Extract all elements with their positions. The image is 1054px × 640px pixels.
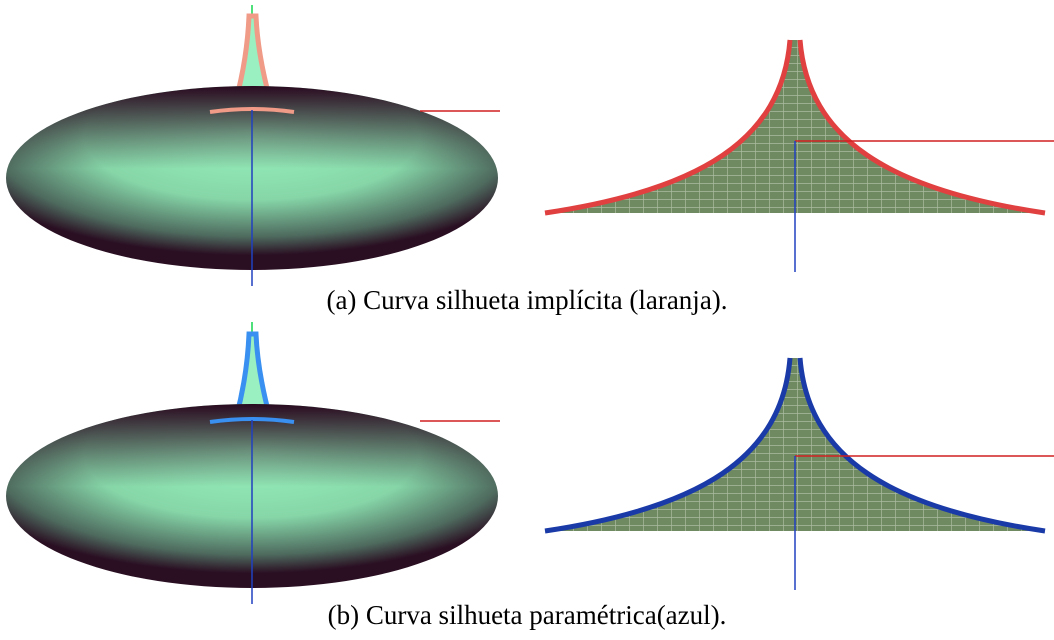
caption: (b) Curva silhueta paramétrica(azul). — [328, 600, 727, 630]
row-b: (b) Curva silhueta paramétrica(azul). — [6, 322, 1054, 630]
caption: (a) Curva silhueta implícita (laranja). — [326, 285, 727, 315]
row-a: (a) Curva silhueta implícita (laranja). — [6, 5, 1054, 315]
figure: (a) Curva silhueta implícita (laranja). … — [0, 0, 1054, 640]
